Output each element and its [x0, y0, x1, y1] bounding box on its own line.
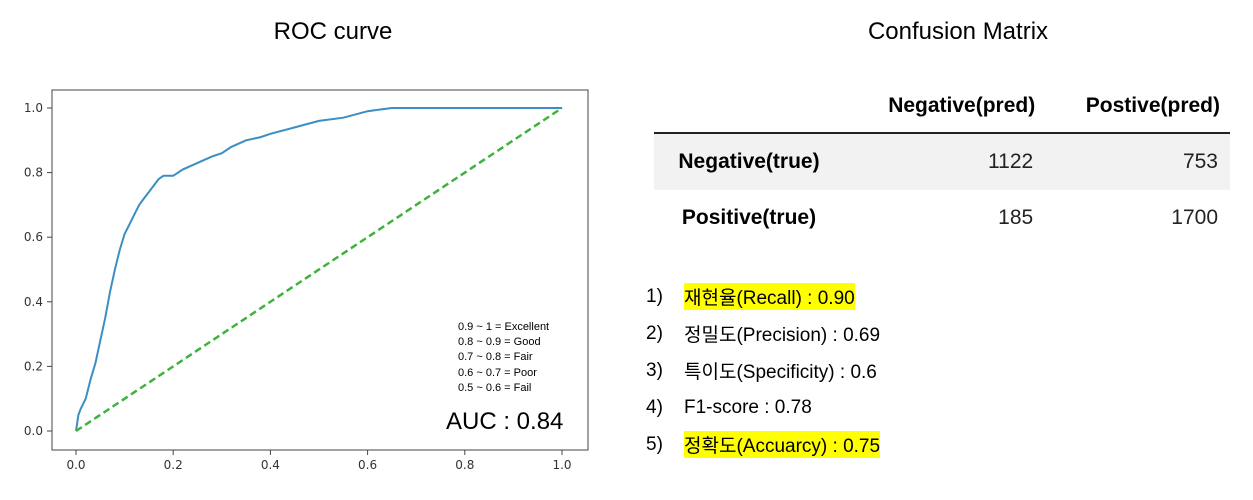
- legend-line: 0.5 ~ 0.6 = Fail: [458, 381, 532, 394]
- column-header: Postive(pred): [1045, 80, 1230, 134]
- plot-frame: [51, 89, 589, 451]
- metric-text: F1-score : 0.78: [684, 396, 812, 418]
- column-header: Negative(pred): [844, 80, 1046, 134]
- y-tick-label: 0.0: [24, 424, 43, 438]
- metric-text: 특이도(Specificity) : 0.6: [684, 362, 877, 383]
- x-tick-label: 1.0: [552, 458, 571, 472]
- metric-text: 재현율(Recall) : 0.90: [684, 283, 855, 310]
- table-cell: 1122: [844, 133, 1046, 190]
- x-tick-label: 0.8: [455, 458, 474, 472]
- row-label: Negative(true): [654, 133, 844, 190]
- row-label: Positive(true): [681, 206, 817, 229]
- metric-number: 5): [646, 433, 663, 455]
- table-cell: 753: [1045, 133, 1230, 190]
- table-row: Negative(true) 1122 753: [654, 133, 1230, 190]
- y-tick-label: 0.2: [24, 359, 43, 373]
- roc-chart: 0.0 0.2 0.4 0.6 0.8 1.0 0.0 0.2 0.4 0.6 0.8 1.0: [24, 89, 589, 472]
- x-tick-label: 0.4: [261, 458, 280, 472]
- y-tick-label: 0.4: [24, 295, 43, 309]
- roc-axes: 0.0 0.2 0.4 0.6 0.8 1.0 0.0 0.2 0.4 0.6 0.8 1.0: [24, 89, 589, 472]
- y-tick-label: 0.8: [24, 166, 43, 180]
- auc-label: AUC : 0.84: [446, 408, 564, 435]
- roc-curve-line: [75, 107, 562, 432]
- metrics-list: 1) 재현율(Recall) : 0.90 2) 정밀도(Precision) : …: [646, 278, 880, 463]
- metric-number: 1): [646, 285, 663, 307]
- metric-item: 5) 정확도(Accuarcy) : 0.75: [646, 426, 881, 463]
- x-tick-label: 0.0: [66, 458, 85, 472]
- metric-item: 4) F1-score : 0.78: [646, 389, 880, 426]
- metric-item: 2) 정밀도(Precision) : 0.69: [646, 315, 880, 352]
- metric-item: 3) 특이도(Specificity) : 0.6: [646, 352, 880, 389]
- legend-line: 0.7 ~ 0.8 = Fair: [458, 351, 533, 364]
- confusion-matrix-title: Confusion Matrix: [867, 18, 1049, 45]
- metric-text: 정확도(Accuarcy) : 0.75: [684, 431, 881, 458]
- metric-number: 2): [646, 322, 663, 344]
- legend-line: 0.6 ~ 0.7 = Poor: [458, 366, 537, 379]
- legend-line: 0.9 ~ 1 = Excellent: [458, 321, 550, 333]
- corner-cell: [654, 80, 844, 134]
- table-header-row: Negative(pred) Postive(pred): [654, 80, 1230, 134]
- table-row: Positive(true) 185 1700: [654, 190, 1230, 246]
- diagonal-reference-line: [75, 106, 563, 433]
- legend-line: 0.8 ~ 0.9 = Good: [458, 336, 541, 349]
- confusion-matrix-table: Negative(pred) Postive(pred) Negative(tr…: [654, 80, 1230, 246]
- roc-legend: 0.9 ~ 1 = Excellent 0.8 ~ 0.9 = Good 0.7…: [458, 320, 549, 396]
- roc-series: [75, 106, 563, 433]
- metric-item: 1) 재현율(Recall) : 0.90: [646, 278, 880, 315]
- roc-title: ROC curve: [273, 18, 393, 45]
- y-tick-label: 0.6: [24, 230, 43, 244]
- x-tick-label: 0.6: [358, 458, 377, 472]
- metric-number: 3): [646, 359, 663, 381]
- y-tick-label: 1.0: [24, 101, 43, 115]
- x-tick-label: 0.2: [164, 458, 183, 472]
- metric-text: 정밀도(Precision) : 0.69: [684, 325, 881, 346]
- table-cell: 1700: [1171, 206, 1218, 229]
- table-cell: 185: [998, 206, 1034, 229]
- metric-number: 4): [646, 396, 663, 418]
